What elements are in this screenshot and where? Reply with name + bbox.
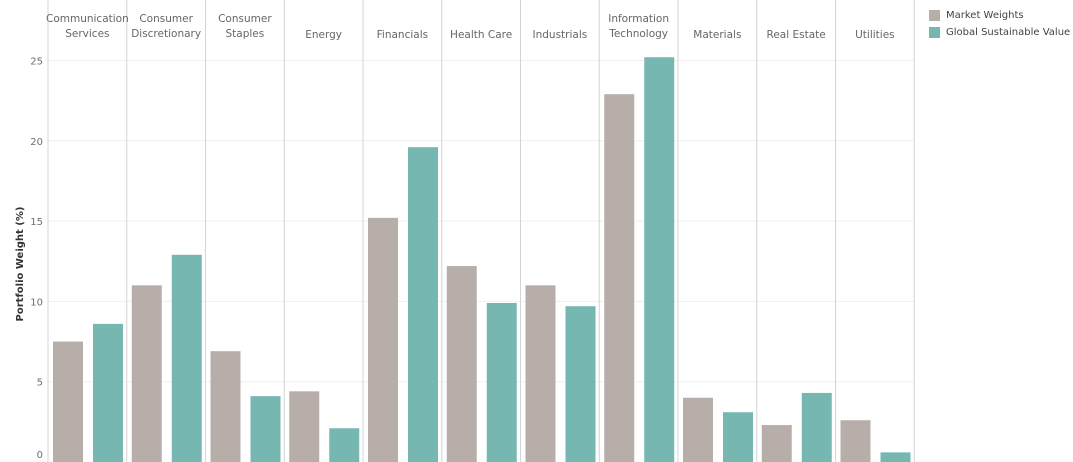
y-tick-label: 10 xyxy=(30,297,43,308)
y-tick-label: 0 xyxy=(37,450,43,461)
category-label-line: Technology xyxy=(608,28,668,40)
category-label-line: Information xyxy=(608,13,669,25)
category-label: Energy xyxy=(305,29,342,41)
bar-global-sustainable-value xyxy=(408,147,438,462)
category-label-line: Staples xyxy=(226,28,265,40)
category-label-line: Consumer xyxy=(218,13,272,25)
bar-market-weights xyxy=(525,285,556,462)
bar-global-sustainable-value xyxy=(329,428,360,462)
y-tick-label: 20 xyxy=(30,137,43,148)
category-label-line: Discretionary xyxy=(131,28,201,40)
bar-global-sustainable-value xyxy=(486,302,517,462)
bar-market-weights xyxy=(761,425,792,462)
category-label: Real Estate xyxy=(767,29,826,41)
bar-global-sustainable-value xyxy=(171,254,202,462)
legend-swatch xyxy=(929,27,940,38)
bar-market-weights xyxy=(210,351,241,462)
bar-global-sustainable-value xyxy=(801,392,832,462)
legend-label: Global Sustainable Value xyxy=(946,27,1071,38)
bar-global-sustainable-value xyxy=(644,57,675,462)
bar-market-weights xyxy=(446,266,477,462)
y-tick-label: 5 xyxy=(37,378,43,389)
category-panels: Communication Services Consumer Discretiona… xyxy=(46,0,915,462)
bar-global-sustainable-value xyxy=(565,306,596,462)
y-axis-label: Portfolio Weight (%) xyxy=(15,207,26,322)
category-label-line: Consumer xyxy=(139,13,193,25)
category-label-line: Communication xyxy=(46,13,129,25)
legend-swatch xyxy=(929,10,940,21)
bar-market-weights xyxy=(368,217,398,462)
bar-global-sustainable-value xyxy=(250,396,281,462)
legend: Market Weights Global Sustainable Value xyxy=(929,7,1070,41)
category-label: Financials xyxy=(377,29,428,41)
bar-market-weights xyxy=(131,285,162,462)
legend-item: Global Sustainable Value xyxy=(929,24,1070,41)
category-label: Consumer Staples xyxy=(218,13,272,40)
bar-market-weights xyxy=(683,397,713,462)
y-tick-label: 25 xyxy=(30,56,43,67)
legend-label: Market Weights xyxy=(946,10,1024,21)
category-label: Industrials xyxy=(533,29,588,41)
y-axis: 0 5 10 15 20 25 xyxy=(30,56,43,461)
bar-global-sustainable-value xyxy=(93,323,123,462)
bar-market-weights xyxy=(604,94,635,462)
bar-market-weights xyxy=(289,391,320,462)
category-label: Information Technology xyxy=(608,13,669,40)
category-label: Consumer Discretionary xyxy=(131,13,201,40)
bar-market-weights xyxy=(53,341,83,462)
category-label: Utilities xyxy=(855,29,895,41)
category-label: Health Care xyxy=(450,29,512,41)
y-tick-label: 15 xyxy=(30,217,43,228)
category-label: Communication Services xyxy=(46,13,129,40)
legend-item: Market Weights xyxy=(929,7,1070,24)
category-label-line: Services xyxy=(65,28,109,40)
bar-global-sustainable-value xyxy=(880,452,911,462)
bar-market-weights xyxy=(840,420,871,462)
category-label: Materials xyxy=(693,29,741,41)
bar-global-sustainable-value xyxy=(723,412,753,462)
